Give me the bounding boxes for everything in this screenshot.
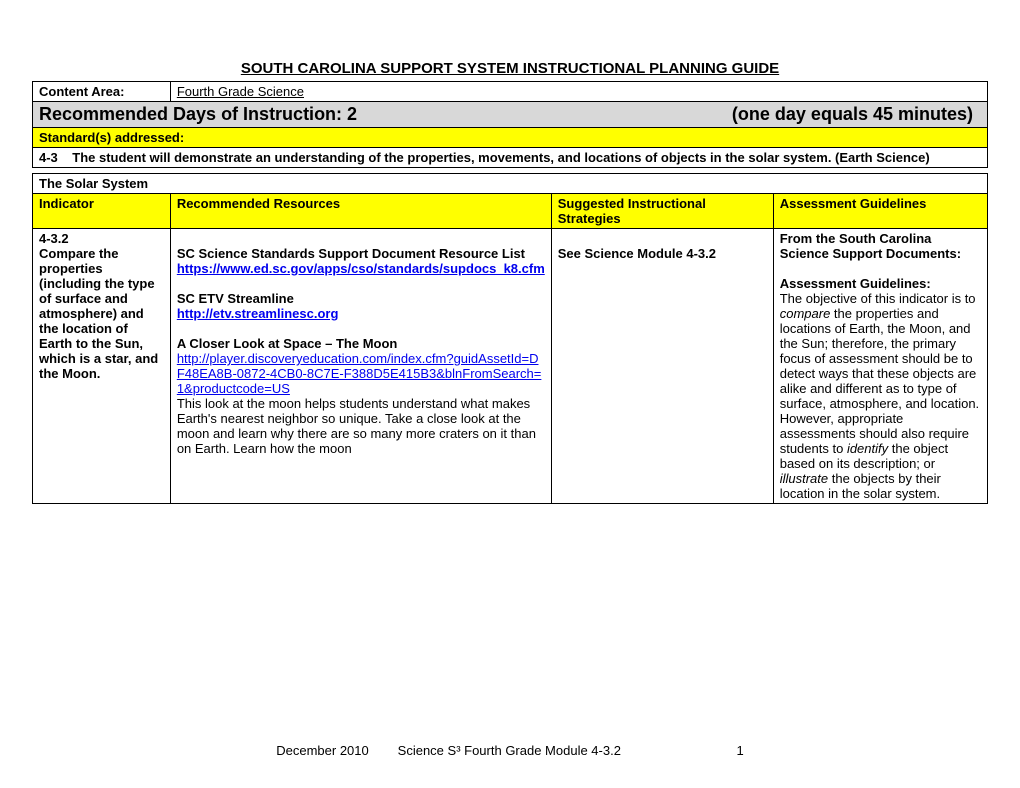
content-area-row: Content Area: Fourth Grade Science <box>33 82 988 102</box>
resources-cell: SC Science Standards Support Document Re… <box>170 229 551 504</box>
indicator-text: Compare the properties (including the ty… <box>39 246 158 381</box>
resource-2-title: SC ETV Streamline <box>177 291 294 306</box>
content-area-value: Fourth Grade Science <box>177 84 304 99</box>
strategies-text: See Science Module 4-3.2 <box>558 246 716 261</box>
assessment-p1b: compare <box>780 306 831 321</box>
assessment-p1a: The objective of this indicator is to <box>780 291 976 306</box>
assessment-header: Assessment Guidelines: <box>780 276 931 291</box>
assessment-p2d: illustrate <box>780 471 828 486</box>
standard-body: The student will demonstrate an understa… <box>72 150 929 165</box>
recommended-days-row: Recommended Days of Instruction: 2 (one … <box>33 102 988 128</box>
content-area-value-cell: Fourth Grade Science <box>170 82 987 102</box>
section-title-row: The Solar System <box>33 174 988 194</box>
recommended-days-left: Recommended Days of Instruction: 2 <box>39 104 357 125</box>
resource-3-title: A Closer Look at Space – The Moon <box>177 336 398 351</box>
recommended-days-right: (one day equals 45 minutes) <box>732 104 981 125</box>
indicator-code: 4-3.2 <box>39 231 69 246</box>
header-assessment: Assessment Guidelines <box>773 194 987 229</box>
standard-code: 4-3 <box>39 150 58 165</box>
assessment-cell: From the South Carolina Science Support … <box>773 229 987 504</box>
standard-text-cell: 4-3 The student will demonstrate an unde… <box>33 148 988 168</box>
page-title: SOUTH CAROLINA SUPPORT SYSTEM INSTRUCTIO… <box>32 60 988 77</box>
planning-guide-table: Content Area: Fourth Grade Science Recom… <box>32 81 988 504</box>
column-headers-row: Indicator Recommended Resources Suggeste… <box>33 194 988 229</box>
standard-row: 4-3 The student will demonstrate an unde… <box>33 148 988 168</box>
standards-addressed-row: Standard(s) addressed: <box>33 128 988 148</box>
assessment-p2b: identify <box>847 441 888 456</box>
indicator-cell: 4-3.2 Compare the properties (including … <box>33 229 171 504</box>
header-indicator: Indicator <box>33 194 171 229</box>
header-resources: Recommended Resources <box>170 194 551 229</box>
footer-page: 1 <box>737 743 744 758</box>
assessment-p1c: the properties and locations of Earth, t… <box>780 306 979 411</box>
resource-2-link[interactable]: http://etv.streamlinesc.org <box>177 306 339 321</box>
footer-module: Science S³ Fourth Grade Module 4-3.2 <box>398 743 621 758</box>
page-footer: December 2010 Science S³ Fourth Grade Mo… <box>32 743 988 758</box>
footer-date: December 2010 <box>276 743 369 758</box>
content-area-label: Content Area: <box>33 82 171 102</box>
resource-3-link[interactable]: http://player.discoveryeducation.com/ind… <box>177 351 542 396</box>
section-title: The Solar System <box>33 174 988 194</box>
assessment-from: From the South Carolina Science Support … <box>780 231 961 261</box>
resource-1-link[interactable]: https://www.ed.sc.gov/apps/cso/standards… <box>177 261 545 276</box>
strategies-cell: See Science Module 4-3.2 <box>551 229 773 504</box>
header-strategies: Suggested Instructional Strategies <box>551 194 773 229</box>
resource-1-title: SC Science Standards Support Document Re… <box>177 246 525 261</box>
resource-3-desc: This look at the moon helps students und… <box>177 396 536 456</box>
standards-addressed-label: Standard(s) addressed: <box>33 128 988 148</box>
recommended-days-cell: Recommended Days of Instruction: 2 (one … <box>33 102 988 128</box>
content-row: 4-3.2 Compare the properties (including … <box>33 229 988 504</box>
